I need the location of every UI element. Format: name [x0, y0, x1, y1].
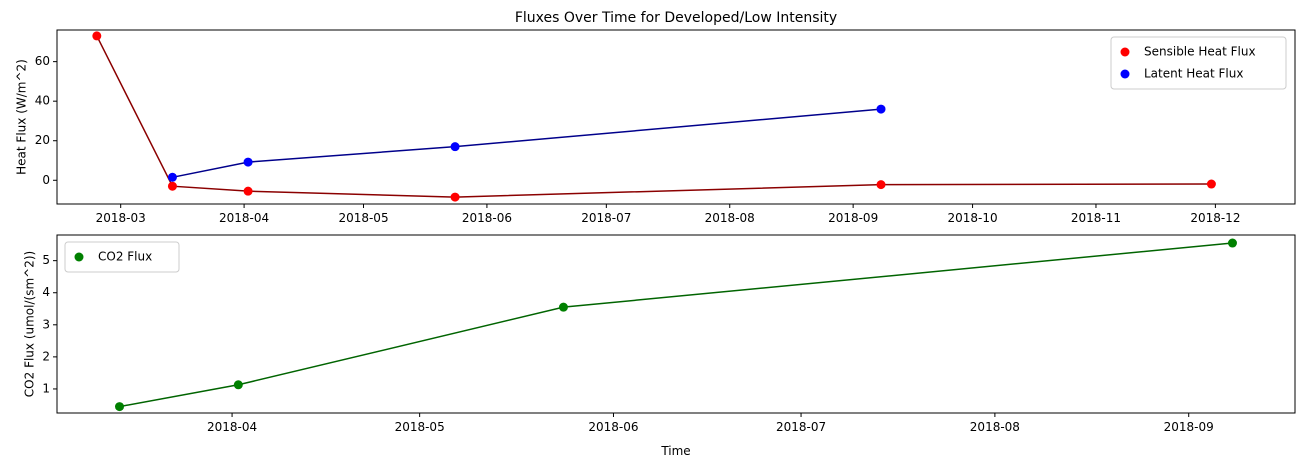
latent-heat-flux-line	[172, 108, 882, 179]
x-tick-label: 2018-07	[776, 420, 826, 434]
x-axis-label: Time	[660, 444, 690, 458]
co2-flux-point	[115, 402, 125, 412]
x-tick-label: 2018-05	[395, 420, 445, 434]
x-tick-label: 2018-11	[1071, 211, 1121, 225]
legend-marker	[74, 252, 84, 262]
co2-flux-y-axis-label: CO2 Flux (umol/(sm^2))	[23, 251, 37, 397]
y-tick-label: 0	[42, 173, 50, 187]
x-tick-label: 2018-05	[338, 211, 388, 225]
heat-flux-legend: Sensible Heat Flux Latent Heat Flux	[1110, 36, 1287, 90]
y-tick-label: 3	[42, 317, 50, 331]
legend-label: CO2 Flux	[98, 250, 152, 264]
sensible-heat-flux-point	[450, 192, 460, 202]
x-tick-label: 2018-06	[588, 420, 638, 434]
legend-box	[64, 241, 180, 273]
sensible-heat-flux-point	[243, 186, 253, 196]
sensible-heat-flux-point	[876, 180, 886, 190]
heat-flux-subplot: Fluxes Over Time for Developed/Low Inten…	[15, 10, 1296, 225]
heat-flux-plot-area	[92, 31, 1216, 202]
latent-heat-flux-point	[243, 157, 253, 167]
chart-title: Fluxes Over Time for Developed/Low Inten…	[515, 10, 837, 26]
sensible-heat-flux-point	[167, 181, 177, 191]
legend-marker	[1120, 47, 1130, 57]
co2-flux-point	[558, 302, 568, 312]
co2-flux-plot-area	[115, 238, 1237, 412]
y-tick-label: 40	[35, 94, 50, 108]
y-tick-label: 20	[35, 133, 50, 147]
legend-label: Sensible Heat Flux	[1144, 45, 1256, 59]
co2-flux-y-axis: 1 2 3 4 5	[42, 253, 57, 395]
x-tick-label: 2018-10	[947, 211, 997, 225]
latent-heat-flux-point	[167, 172, 177, 182]
x-tick-label: 2018-06	[462, 211, 512, 225]
x-tick-label: 2018-12	[1190, 211, 1240, 225]
x-tick-label: 2018-04	[207, 420, 257, 434]
heat-flux-x-axis: 2018-03 2018-04 2018-05 2018-06 2018-07 2018-…	[96, 204, 1240, 225]
sensible-heat-flux-point	[1206, 179, 1216, 189]
y-tick-label: 5	[42, 253, 50, 267]
heat-flux-y-axis-label: Heat Flux (W/m^2)	[15, 59, 29, 175]
x-tick-label: 2018-09	[1164, 420, 1214, 434]
co2-flux-subplot: 2018-04 2018-05 2018-06 2018-07 2018-08 2018-…	[23, 234, 1296, 458]
y-tick-label: 4	[42, 285, 50, 299]
sensible-heat-flux-line	[96, 35, 1212, 198]
co2-flux-line	[119, 242, 1233, 408]
sensible-heat-flux-point	[92, 31, 102, 41]
co2-flux-point	[1227, 238, 1237, 248]
co2-flux-axes-frame	[56, 234, 1296, 414]
legend-box	[1110, 36, 1287, 90]
legend-label: Latent Heat Flux	[1144, 67, 1243, 81]
x-tick-label: 2018-08	[705, 211, 755, 225]
heat-flux-axes-frame	[56, 29, 1296, 205]
x-tick-label: 2018-04	[219, 211, 269, 225]
latent-heat-flux-point	[450, 142, 460, 152]
co2-flux-point	[233, 380, 243, 390]
heat-flux-y-axis: 0 20 40 60	[35, 54, 57, 187]
co2-flux-legend: CO2 Flux	[64, 241, 180, 273]
legend-marker	[1120, 69, 1130, 79]
co2-flux-x-axis: 2018-04 2018-05 2018-06 2018-07 2018-08 2018-…	[207, 413, 1214, 434]
y-tick-label: 2	[42, 349, 50, 363]
y-tick-label: 60	[35, 54, 50, 68]
x-tick-label: 2018-09	[828, 211, 878, 225]
x-tick-label: 2018-03	[96, 211, 146, 225]
y-tick-label: 1	[42, 381, 50, 395]
latent-heat-flux-point	[876, 104, 886, 114]
x-tick-label: 2018-07	[581, 211, 631, 225]
x-tick-label: 2018-08	[970, 420, 1020, 434]
